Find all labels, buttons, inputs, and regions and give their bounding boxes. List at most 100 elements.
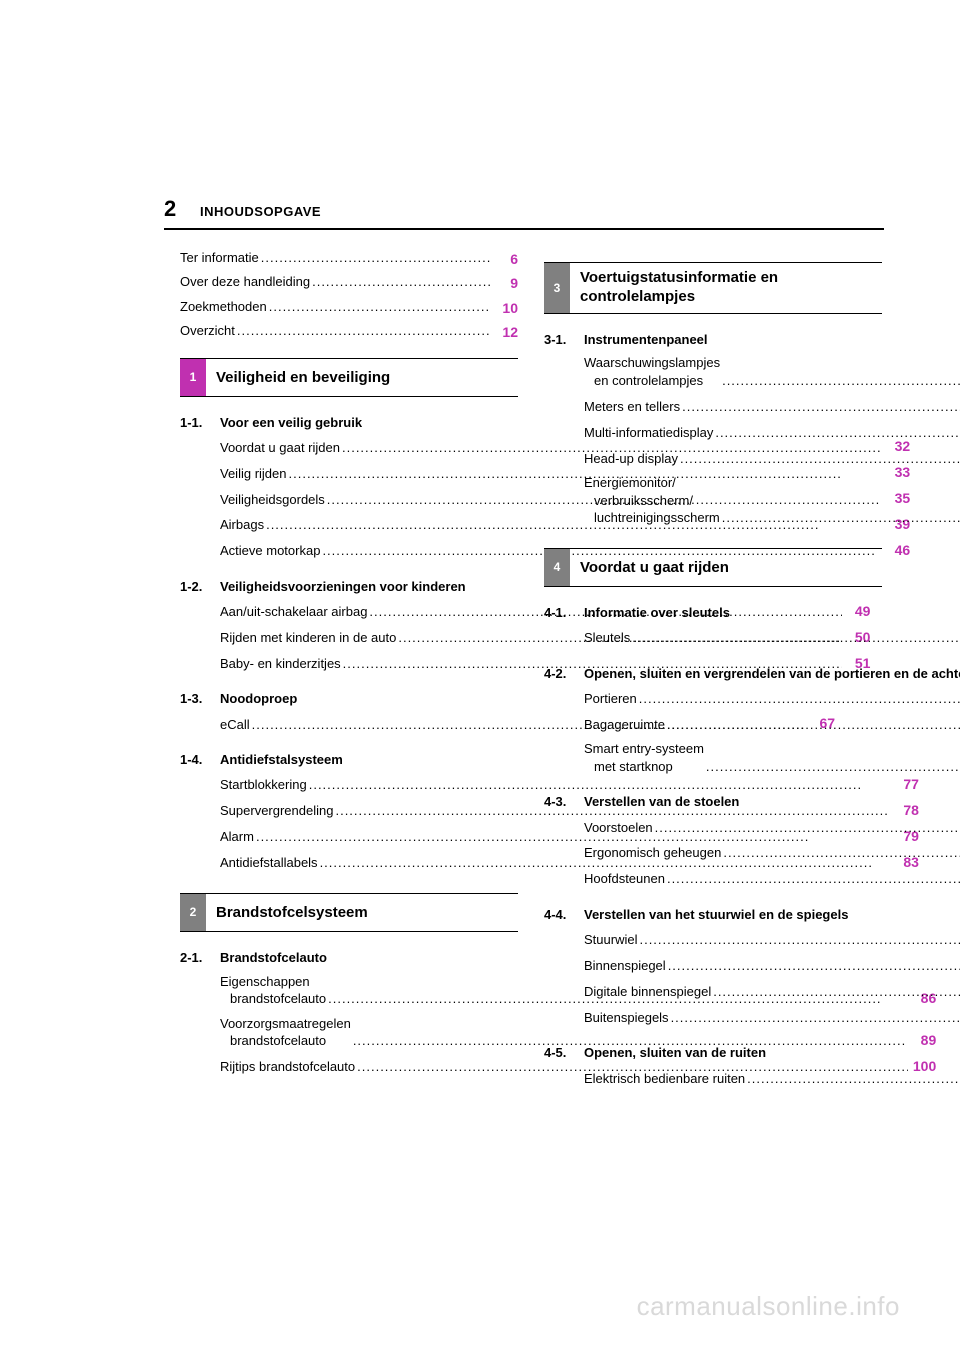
leader-dots: ........................................… <box>720 509 960 527</box>
entry-label: Alarm <box>220 828 254 846</box>
page-header: 2 INHOUDSOPGAVE <box>164 196 884 230</box>
section-number: 4-2. <box>544 666 584 681</box>
entry-label: Meters en tellers <box>584 398 680 416</box>
toc-entry: Stuurwiel...............................… <box>584 930 960 949</box>
leader-dots: ........................................… <box>653 819 960 837</box>
entry-label: Veiligheidsgordels <box>220 491 325 509</box>
toc-entry: Bagageruimte............................… <box>584 714 960 733</box>
section-title: Instrumentenpaneel <box>584 332 960 349</box>
page-number: 2 <box>164 196 200 222</box>
entry-label: eCall <box>220 716 250 734</box>
entry-label: Digitale binnenspiegel <box>584 983 711 1001</box>
entry-label: Overzicht <box>180 321 235 343</box>
toc-entry: Meters en tellers.......................… <box>584 396 960 415</box>
toc-entry: Ter informatie..........................… <box>180 248 518 270</box>
toc-page: 2 INHOUDSOPGAVE Ter informatie..........… <box>0 0 960 1094</box>
page-reference[interactable]: 6 <box>490 248 518 270</box>
right-column: 3Voertuigstatusinformatie en controlelam… <box>544 248 882 1094</box>
section-number: 1-1. <box>180 415 220 430</box>
entry-label: Stuurwiel <box>584 931 637 949</box>
entry-label: Eigenschappenbrandstofcelauto <box>220 973 326 1008</box>
section-body: Instrumentenpaneel Waarschuwingslampjesen… <box>584 332 960 534</box>
chapter-number: 4 <box>544 549 570 586</box>
entry-label: Veilig rijden <box>220 465 287 483</box>
leader-dots: ........................................… <box>745 1070 960 1088</box>
entry-label: Ergonomisch geheugen <box>584 844 721 862</box>
section-row: 3-1.InstrumentenpaneelWaarschuwingslampj… <box>544 332 882 534</box>
section-body: Verstellen van de stoelenVoorstoelen....… <box>584 794 960 895</box>
toc-entry: Waarschuwingslampjesen controlelampjes..… <box>584 354 960 389</box>
section-title: Informatie over sleutels <box>584 605 960 622</box>
section-row: 4-5.Openen, sluiten van de ruitenElektri… <box>544 1045 882 1094</box>
toc-entry: Hoofdsteunen............................… <box>584 869 960 888</box>
section-body: Informatie over sleutels Sleutels........… <box>584 605 960 654</box>
entry-label: Sleutels <box>584 629 630 647</box>
section-row: 1-3.NoodoproepeCall.....................… <box>180 691 518 740</box>
chapter-title: Voordat u gaat rijden <box>570 549 882 586</box>
toc-entry: Digitale binnenspiegel..................… <box>584 982 960 1001</box>
section-number: 2-1. <box>180 950 220 965</box>
entry-label: Baby- en kinderzitjes <box>220 655 341 673</box>
entry-label: Energiemonitor/verbruiksscherm/ luchtrei… <box>584 474 720 527</box>
toc-entry: Head-up display.........................… <box>584 448 960 467</box>
chapter-number: 2 <box>180 894 206 931</box>
section-number: 4-5. <box>544 1045 584 1060</box>
section-title: Verstellen van de stoelen <box>584 794 960 811</box>
toc-entry: Zoekmethoden............................… <box>180 297 518 319</box>
section-title: Openen, sluiten en vergrendelen van de p… <box>584 666 960 683</box>
chapter-number: 3 <box>544 263 570 313</box>
section-row: 4-4.Verstellen van het stuurwiel en de s… <box>544 907 882 1033</box>
page-reference[interactable]: 46 <box>882 541 910 560</box>
entry-label: Zoekmethoden <box>180 297 267 319</box>
leader-dots: ........................................… <box>713 424 960 442</box>
entry-label: Waarschuwingslampjesen controlelampjes <box>584 354 720 389</box>
entry-label: Elektrisch bedienbare ruiten <box>584 1070 745 1088</box>
page-reference[interactable]: 10 <box>490 297 518 319</box>
entry-label: Airbags <box>220 516 264 534</box>
toc-entry: Elektrisch bedienbare ruiten............… <box>584 1068 960 1087</box>
entry-label: Voordat u gaat rijden <box>220 439 340 457</box>
toc-entry: Energiemonitor/verbruiksscherm/ luchtrei… <box>584 474 960 527</box>
leader-dots: ........................................… <box>665 870 960 888</box>
section-number: 4-3. <box>544 794 584 809</box>
section-number: 1-4. <box>180 752 220 767</box>
entry-label: Startblokkering <box>220 776 307 794</box>
toc-entry: Buitenspiegels..........................… <box>584 1007 960 1026</box>
entry-label: Head-up display <box>584 450 678 468</box>
entry-label: Rijden met kinderen in de auto <box>220 629 396 647</box>
entry-label: Binnenspiegel <box>584 957 666 975</box>
chapter-title: Brandstofcelsysteem <box>206 894 518 931</box>
entry-label: Multi-informatiedisplay <box>584 424 713 442</box>
toc-entry: Portieren...............................… <box>584 688 960 707</box>
page-reference[interactable]: 12 <box>490 321 518 343</box>
section-row: 4-2.Openen, sluiten en vergrendelen van … <box>544 666 882 783</box>
leader-dots: ........................................… <box>721 844 960 862</box>
toc-entry: Ergonomisch geheugen....................… <box>584 843 960 862</box>
leader-dots: ........................................… <box>235 321 490 343</box>
entry-label: Bagageruimte <box>584 716 665 734</box>
section-row: 4-1.Informatie over sleutelsSleutels....… <box>544 605 882 654</box>
section-number: 4-4. <box>544 907 584 922</box>
section-row: 1-1.Voor een veilig gebruikVoordat u gaa… <box>180 415 518 567</box>
toc-entry: Multi-informatiedisplay.................… <box>584 422 960 441</box>
page-reference[interactable]: 9 <box>490 272 518 294</box>
toc-entry: Overzicht...............................… <box>180 321 518 343</box>
section-row: 1-4.AntidiefstalsysteemStartblokkering..… <box>180 752 518 878</box>
section-number: 3-1. <box>544 332 584 347</box>
chapter-title: Veiligheid en beveiliging <box>206 359 518 396</box>
leader-dots: ........................................… <box>637 931 960 949</box>
section-number: 1-3. <box>180 691 220 706</box>
leader-dots: ........................................… <box>630 629 960 647</box>
section-title: Verstellen van het stuurwiel en de spieg… <box>584 907 960 924</box>
leader-dots: ........................................… <box>267 297 490 319</box>
leader-dots: ........................................… <box>680 398 960 416</box>
leader-dots: ........................................… <box>310 272 490 294</box>
toc-columns: Ter informatie..........................… <box>180 248 884 1094</box>
entry-label: Rijtips brandstofcelauto <box>220 1058 355 1076</box>
section-row: 1-2.Veiligheidsvoorzieningen voor kinder… <box>180 579 518 680</box>
section-body: Openen, sluiten van de ruitenElektrisch … <box>584 1045 960 1094</box>
toc-entry: Binnenspiegel...........................… <box>584 956 960 975</box>
leader-dots: ........................................… <box>259 248 490 270</box>
leader-dots: ........................................… <box>678 450 960 468</box>
chapter-number: 1 <box>180 359 206 396</box>
